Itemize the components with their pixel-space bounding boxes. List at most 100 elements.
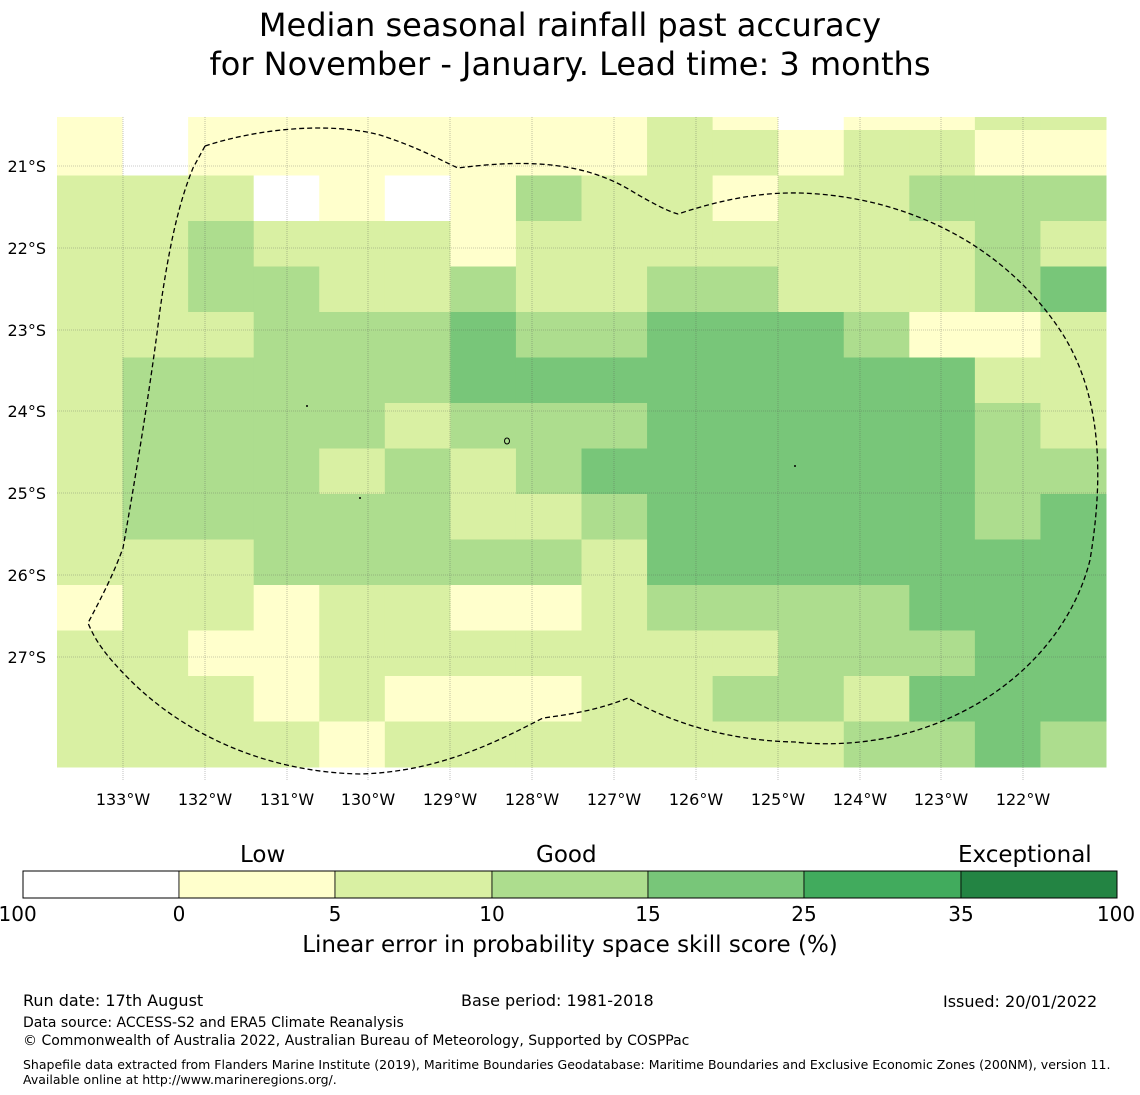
grid-cell [909, 221, 976, 267]
grid-cell [1040, 448, 1107, 495]
grid-cell [712, 448, 779, 495]
grid-cell [778, 130, 845, 176]
copyright: © Commonwealth of Australia 2022, Austra… [23, 1033, 690, 1049]
grid-cell [647, 630, 714, 677]
grid-cell [581, 448, 648, 495]
grid-cell [384, 630, 451, 677]
grid-cell [778, 539, 845, 586]
colorbar-label-exceptional: Exceptional [958, 842, 1092, 868]
grid-cell [843, 117, 910, 131]
grid-cell [319, 494, 386, 540]
grid-cell [319, 130, 386, 176]
grid-cell [450, 630, 517, 677]
grid-cell [712, 676, 779, 722]
grid-cell [647, 721, 714, 768]
grid-cell [581, 539, 648, 586]
grid-cell [647, 494, 714, 540]
grid-cell [57, 721, 124, 768]
grid-cell [843, 448, 910, 495]
grid-cell [843, 403, 910, 449]
grid-cell [122, 494, 189, 540]
grid-cell [843, 357, 910, 404]
grid-cell [188, 175, 255, 222]
longitude-label: 129°W [423, 790, 478, 809]
grid-cell [319, 448, 386, 495]
grid-cell [57, 630, 124, 677]
grid-cell [319, 403, 386, 449]
grid-cell [843, 721, 910, 768]
grid-cell [384, 585, 451, 631]
grid-cell [319, 312, 386, 358]
colorbar-segment [803, 870, 962, 899]
grid-cell [843, 539, 910, 586]
grid-cell [712, 494, 779, 540]
grid-cell [57, 494, 124, 540]
colorbar-segment [647, 870, 805, 899]
grid-cell [450, 403, 517, 449]
grid-cell [581, 585, 648, 631]
grid-cell [319, 175, 386, 222]
grid-cell [712, 585, 779, 631]
grid-cell [843, 494, 910, 540]
grid-cell [57, 117, 124, 131]
latitude-label: 22°S [7, 239, 46, 258]
longitude-label: 123°W [914, 790, 969, 809]
colorbar-segment [960, 870, 1118, 899]
grid-cell [778, 721, 845, 768]
grid-cell [57, 585, 124, 631]
grid-cell [319, 539, 386, 586]
grid-cell [974, 175, 1041, 222]
grid-cell [581, 721, 648, 768]
skill-score-map: 21°S 22°S 23°S 24°S 25°S 26°S 27°S 133°W 132°W 13… [7, 117, 1107, 809]
grid-cell [647, 266, 714, 313]
colorbar-title: Linear error in probability space skill … [302, 932, 838, 958]
grid-cell [712, 312, 779, 358]
latitude-label: 25°S [7, 484, 46, 503]
grid-cell [843, 175, 910, 222]
grid-cell [515, 630, 582, 677]
colorbar-segment [178, 870, 336, 899]
grid-cell [253, 175, 320, 222]
grid-cell [450, 448, 517, 495]
grid-cell [909, 357, 976, 404]
colorbar-tick: 5 [328, 902, 342, 926]
grid-cell [778, 630, 845, 677]
grid-cell [188, 585, 255, 631]
grid-cell [712, 630, 779, 677]
grid-cell [384, 175, 451, 222]
grid-cell [647, 117, 714, 131]
grid-cell [909, 312, 976, 358]
island-marker [794, 465, 796, 467]
grid-cell [909, 721, 976, 768]
grid-cell [122, 585, 189, 631]
grid-cell [1040, 312, 1107, 358]
longitude-label: 131°W [260, 790, 315, 809]
grid-cell [974, 403, 1041, 449]
grid-cell [778, 117, 845, 131]
grid-cell [515, 676, 582, 722]
grid-cell [122, 539, 189, 586]
grid-cell [319, 676, 386, 722]
grid-cell [450, 539, 517, 586]
colorbar-segment [334, 870, 493, 899]
grid-cell [909, 676, 976, 722]
grid-cell [974, 357, 1041, 404]
grid-cell [843, 266, 910, 313]
grid-cell [581, 117, 648, 131]
grid-cell [581, 357, 648, 404]
longitude-label: 130°W [341, 790, 396, 809]
grid-cell [122, 448, 189, 495]
shapefile-credit: Shapefile data extracted from Flanders M… [23, 1057, 1111, 1087]
grid-cell [974, 266, 1041, 313]
grid-cell [188, 266, 255, 313]
grid-cell [581, 130, 648, 176]
grid-cell [122, 721, 189, 768]
issued-date: Issued: 20/01/2022 [943, 992, 1098, 1011]
grid-cell [778, 494, 845, 540]
grid-cell [515, 721, 582, 768]
grid-cell [319, 630, 386, 677]
grid-cell [450, 130, 517, 176]
run-date: Run date: 17th August [23, 991, 204, 1010]
grid-cell [384, 539, 451, 586]
grid-cell [909, 448, 976, 495]
